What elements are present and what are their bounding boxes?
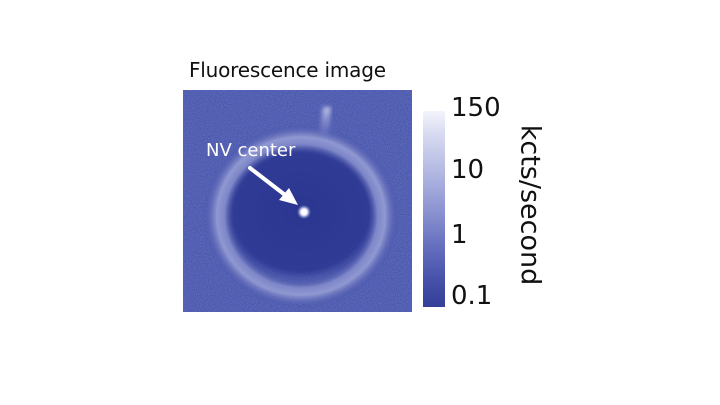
arrow-icon — [248, 166, 298, 205]
bright-streak — [319, 107, 331, 139]
colorbar-unit-label: kcts/second — [514, 124, 546, 286]
colorbar-tick-0.1: 0.1 — [451, 281, 493, 311]
colorbar-tick-150: 150 — [451, 93, 501, 123]
colorbar — [423, 111, 445, 307]
colorbar-tick-10: 10 — [451, 155, 485, 185]
nv-center-label: NV center — [206, 140, 296, 161]
figure-title: Fluorescence image — [189, 58, 386, 82]
fluorescence-image — [183, 90, 412, 312]
colorbar-tick-1: 1 — [451, 220, 468, 250]
